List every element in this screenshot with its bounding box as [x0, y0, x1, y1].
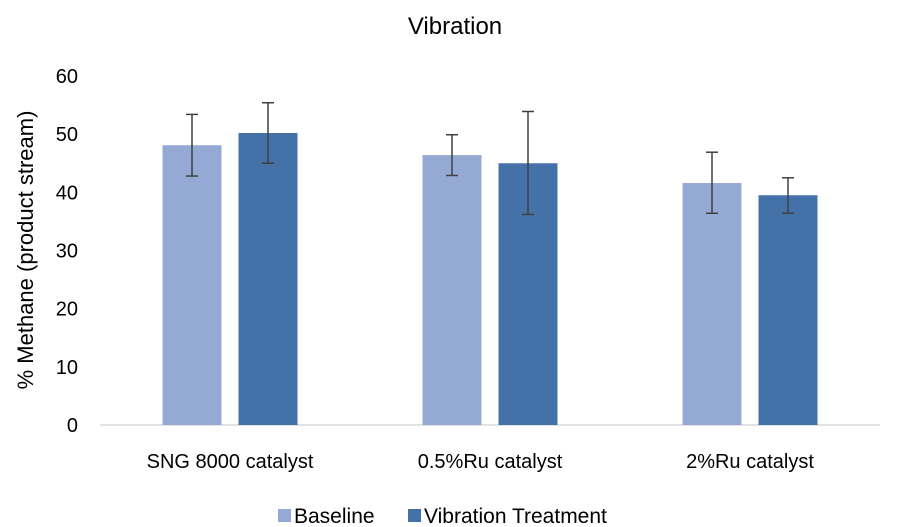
bar-vibration-treatment: [238, 133, 298, 425]
y-tick-label: 20: [56, 299, 78, 321]
y-tick-label: 0: [67, 415, 78, 437]
error-bars: [186, 102, 794, 216]
bar-baseline: [682, 183, 742, 425]
y-axis-ticks: 0 10 20 30 40 50 60: [56, 66, 78, 437]
y-axis-title: % Methane (product stream): [13, 111, 38, 390]
y-tick-label: 50: [56, 124, 78, 146]
y-tick-label: 30: [56, 241, 78, 263]
legend-swatch: [278, 509, 291, 522]
chart-title: Vibration: [408, 13, 502, 40]
legend: Baseline Vibration Treatment: [278, 505, 607, 527]
category-label: SNG 8000 catalyst: [147, 451, 314, 473]
legend-label: Baseline: [294, 505, 375, 527]
y-tick-label: 10: [56, 357, 78, 379]
category-labels: SNG 8000 catalyst 0.5%Ru catalyst 2%Ru cat…: [147, 451, 815, 473]
category-label: 2%Ru catalyst: [686, 451, 814, 473]
bar-baseline: [162, 145, 222, 426]
legend-label: Vibration Treatment: [424, 505, 607, 527]
y-tick-label: 40: [56, 182, 78, 204]
bar-baseline: [422, 155, 482, 425]
bar-vibration-treatment: [758, 195, 818, 425]
y-tick-label: 60: [56, 66, 78, 88]
legend-swatch: [408, 509, 421, 522]
category-label: 0.5%Ru catalyst: [418, 451, 563, 473]
bars: [162, 133, 818, 426]
